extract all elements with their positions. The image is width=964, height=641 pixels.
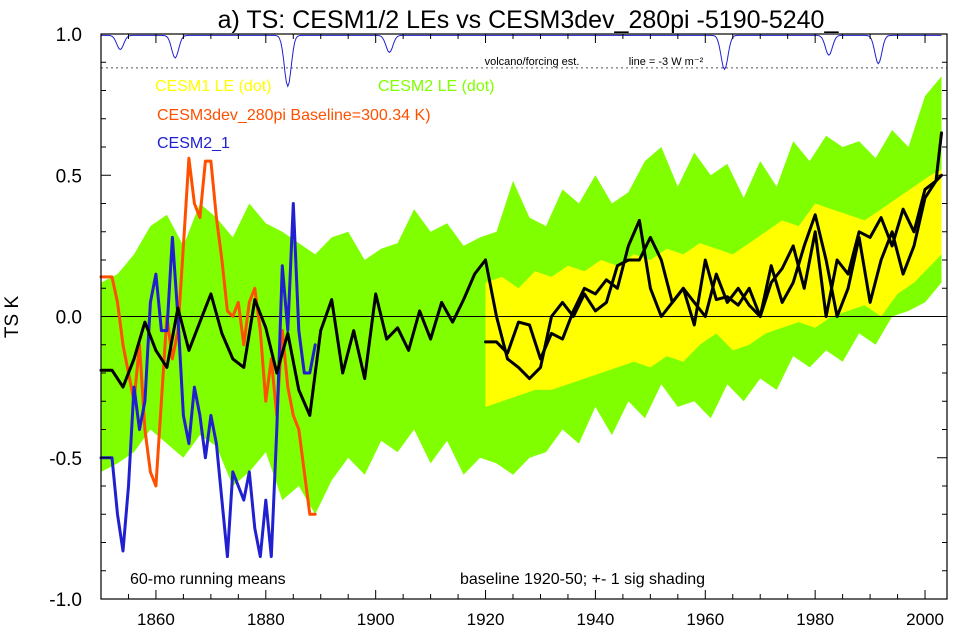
x-tick-label: 1960 (686, 610, 724, 629)
line-black-2 (484, 131, 943, 361)
series-lines (99, 131, 943, 559)
x-tick-label: 1980 (796, 610, 834, 629)
y-axis-label: TS K (2, 296, 23, 339)
axis-ticks: 1860 1880 1900 1920 1940 1960 1980 2000 1.0 0.5 0.… (49, 25, 947, 629)
y-tick-label: 0.0 (56, 308, 82, 329)
y-tick-label: -0.5 (49, 449, 82, 470)
x-tick-label: 1920 (467, 610, 505, 629)
line-cesm3dev-280pi (99, 156, 317, 516)
baseline-note: baseline 1920-50; +- 1 sig shading (460, 571, 705, 588)
legend-cesm2-1: CESM2_1 (157, 135, 230, 152)
line-black-3 (484, 173, 943, 381)
x-tick-label: 1940 (577, 610, 615, 629)
line-black-1 (99, 258, 487, 417)
volcano-forcing-line (101, 34, 942, 88)
y-tick-label: -1.0 (49, 590, 82, 611)
x-tick-label: 2000 (906, 610, 944, 629)
running-means-note: 60-mo running means (130, 571, 286, 588)
legend-cesm3dev: CESM3dev_280pi Baseline=300.34 K) (157, 107, 431, 124)
x-tick-label: 1900 (357, 610, 395, 629)
chart-title: a) TS: CESM1/2 LEs vs CESM3dev_280pi -51… (218, 6, 840, 34)
y-tick-label: 0.5 (56, 166, 82, 187)
x-tick-label: 1880 (247, 610, 285, 629)
volcano-label: volcano/forcing est. (485, 56, 580, 68)
x-tick-label: 1860 (137, 610, 175, 629)
legend-cesm2-le: CESM2 LE (dot) (378, 78, 494, 95)
line-cesm2-1 (99, 202, 317, 559)
legend-cesm1-le: CESM1 LE (dot) (155, 78, 271, 95)
y-tick-label: 1.0 (56, 25, 82, 46)
volcano-forcing-panel (101, 34, 947, 88)
line-scale-label: line = -3 W m⁻² (629, 56, 704, 68)
